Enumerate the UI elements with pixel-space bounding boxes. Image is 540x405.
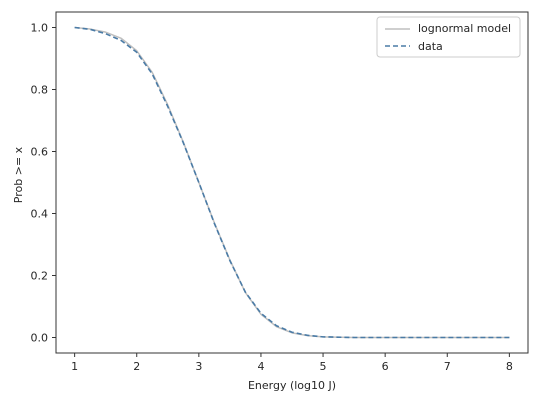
- y-tick-label: 1.0: [31, 22, 49, 35]
- y-axis-label: Prob >= x: [12, 146, 25, 203]
- series-line-data: [74, 26, 510, 339]
- x-tick-label: 2: [133, 360, 140, 373]
- y-tick-label: 0.2: [31, 270, 49, 283]
- y-axis: 0.0 0.2 0.4 0.6 0.8 1.0: [31, 22, 56, 345]
- legend-label-data: data: [418, 40, 443, 53]
- x-tick-label: 3: [195, 360, 202, 373]
- y-tick-label: 0.8: [31, 84, 49, 97]
- x-tick-label: 7: [444, 360, 451, 373]
- x-tick-label: 8: [506, 360, 513, 373]
- plot-frame: [55, 11, 529, 354]
- x-tick-label: 1: [71, 360, 78, 373]
- x-tick-label: 6: [382, 360, 389, 373]
- x-tick-label: 5: [320, 360, 327, 373]
- legend: lognormal model data: [376, 16, 521, 58]
- y-tick-label: 0.4: [31, 208, 49, 221]
- y-tick-label: 0.6: [31, 146, 49, 159]
- x-axis: 1 2 3 4 5 6 7 8: [71, 353, 513, 373]
- x-tick-label: 4: [257, 360, 264, 373]
- legend-box: [376, 16, 521, 58]
- y-tick-label: 0.0: [31, 332, 49, 345]
- plot-area: [74, 26, 510, 339]
- series-line-lognormal-model: [74, 26, 510, 339]
- legend-label-lognormal-model: lognormal model: [418, 22, 511, 35]
- x-axis-label: Energy (log10 J): [248, 379, 336, 392]
